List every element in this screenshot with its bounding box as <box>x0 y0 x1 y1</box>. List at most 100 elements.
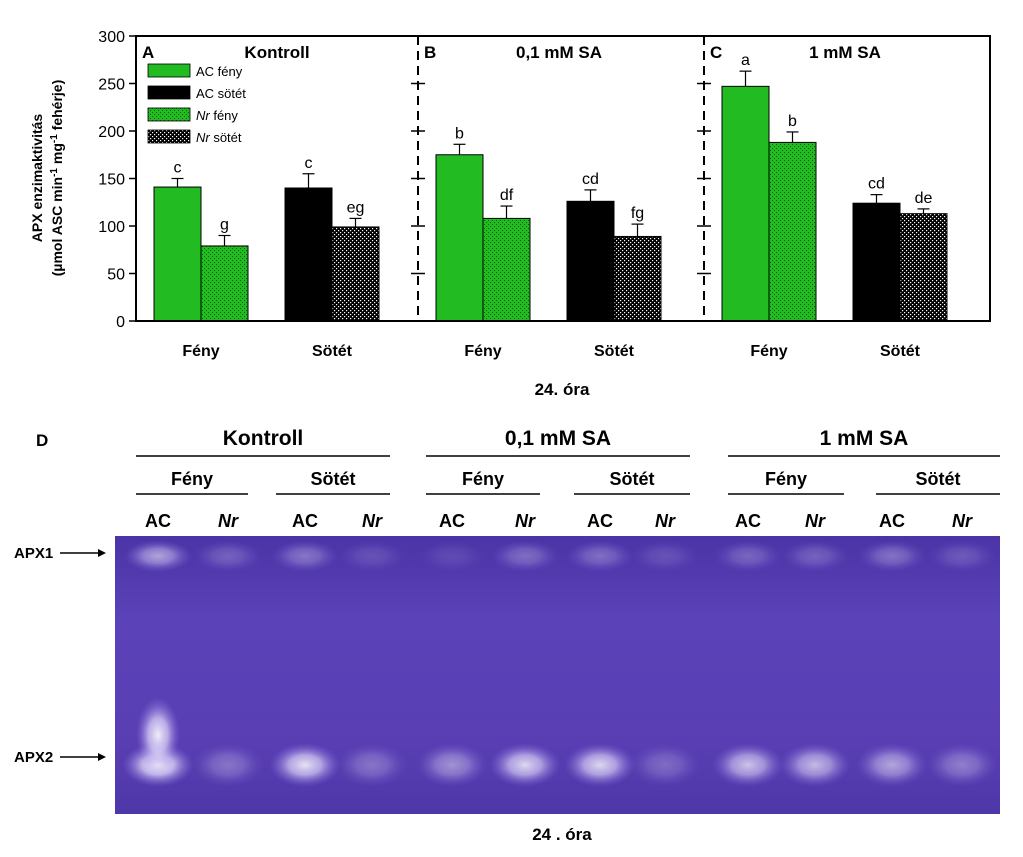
bar-significance-label: cd <box>868 176 885 193</box>
gel-subgroup-title: Sötét <box>916 469 961 489</box>
bar <box>331 226 380 322</box>
apx1-band <box>631 540 699 572</box>
apx1-arrow-icon <box>98 549 106 557</box>
gel-lane-label: Nr <box>218 511 239 531</box>
panel-title: Kontroll <box>244 43 309 62</box>
bar-significance-label: df <box>500 187 514 204</box>
bar <box>153 186 202 322</box>
apx2-arrow-icon <box>98 753 106 761</box>
apx1-band <box>194 540 262 572</box>
gel-lane-label: AC <box>145 511 171 531</box>
gel-lane-label: AC <box>735 511 761 531</box>
apx2-label: APX2 <box>14 749 53 766</box>
bar <box>852 202 901 322</box>
gel-group-title: 0,1 mM SA <box>505 427 611 450</box>
apx2-band <box>629 743 701 787</box>
apx1-band <box>566 540 634 572</box>
gel-image <box>115 536 1000 814</box>
legend-label: AC fény <box>196 64 243 79</box>
apx1-band <box>418 540 486 572</box>
gel-band-labels: APX1 APX2 <box>14 545 106 766</box>
gel-lane-label: AC <box>587 511 613 531</box>
x-category-label: Fény <box>182 343 219 360</box>
legend: AC fény AC sötét Nr fény Nr sötét <box>147 63 246 145</box>
x-category-label: Sötét <box>880 343 921 360</box>
apx2-band <box>779 743 851 787</box>
apx1-band <box>124 540 192 572</box>
bar-significance-label: g <box>220 217 229 234</box>
legend-label: Nr sötét <box>196 130 242 145</box>
gel-subgroup-title: Fény <box>171 469 213 489</box>
legend-swatch <box>147 63 191 78</box>
apx2-band <box>416 743 488 787</box>
y-axis-ticks: 0 50 100 150 200 250 300 <box>98 29 711 331</box>
y-tick-label: 300 <box>98 29 125 46</box>
x-category-label: Sötét <box>312 343 353 360</box>
legend-swatch <box>147 107 191 122</box>
apx1-band <box>781 540 849 572</box>
bar <box>435 154 484 322</box>
y-tick-label: 200 <box>98 124 125 141</box>
bar-significance-label: cd <box>582 171 599 188</box>
y-axis-label-line2: (µmol ASC min-1 mg-1 fehérje) <box>49 80 65 277</box>
apx1-band <box>858 540 926 572</box>
bar <box>284 187 333 322</box>
panel-title: 1 mM SA <box>809 43 881 62</box>
y-tick-label: 100 <box>98 219 125 236</box>
gel-lane-label: Nr <box>952 511 973 531</box>
panel-letter: A <box>142 43 154 62</box>
gel-group-title: Kontroll <box>223 427 303 450</box>
bar <box>613 235 662 322</box>
apx2-band <box>712 743 784 787</box>
legend-swatch <box>147 85 191 100</box>
gel-subgroup-title: Fény <box>462 469 504 489</box>
apx2-band <box>336 743 408 787</box>
y-tick-label: 250 <box>98 77 125 94</box>
bar <box>721 85 770 322</box>
panel-letter: B <box>424 43 436 62</box>
gel-lane-label: AC <box>439 511 465 531</box>
bar <box>200 245 249 322</box>
gel-lane-label: Nr <box>805 511 826 531</box>
gel-subgroup-title: Sötét <box>610 469 655 489</box>
apx1-band <box>338 540 406 572</box>
apx1-band <box>928 540 996 572</box>
gel-lane-label: Nr <box>362 511 383 531</box>
bar <box>566 200 615 322</box>
plot-frame <box>135 35 991 322</box>
y-axis-label-line1: APX enzimaktivitás <box>29 114 45 243</box>
panel-title: 0,1 mM SA <box>516 43 602 62</box>
gel-lane-label: Nr <box>515 511 536 531</box>
bar-panels: A Kontroll c g c eg B 0,1 mM SA b df cd fg C 1 mM SA a… <box>142 43 948 322</box>
gel-lane-label: AC <box>879 511 905 531</box>
bar-significance-label: c <box>174 160 182 177</box>
legend-label: AC sötét <box>196 86 246 101</box>
apx2-band <box>269 743 341 787</box>
x-category-label: Fény <box>750 343 787 360</box>
panel-b: B 0,1 mM SA b df cd fg <box>424 43 662 322</box>
x-category-label: Sötét <box>594 343 635 360</box>
x-category-labels: Fény Sötét Fény Sötét Fény Sötét <box>182 343 920 360</box>
gel-group-title: 1 mM SA <box>820 427 909 450</box>
panel-c: C 1 mM SA a b cd de <box>710 43 948 322</box>
apx2-band <box>564 743 636 787</box>
apx1-band <box>714 540 782 572</box>
bar-significance-label: eg <box>347 199 365 216</box>
apx2-band <box>856 743 928 787</box>
gel-subgroup-title: Fény <box>765 469 807 489</box>
x-axis-label: 24. óra <box>535 380 590 399</box>
bar-significance-label: a <box>741 52 750 69</box>
gel-panel-letter: D <box>36 431 48 450</box>
y-tick-label: 0 <box>116 314 125 331</box>
apx1-band <box>271 540 339 572</box>
panel-letter: C <box>710 43 722 62</box>
y-axis-label: APX enzimaktivitás (µmol ASC min-1 mg-1 … <box>29 80 65 277</box>
apx2-band <box>489 743 561 787</box>
apx1-label: APX1 <box>14 545 53 562</box>
x-category-label: Fény <box>464 343 501 360</box>
bar-significance-label: b <box>455 125 464 142</box>
bar-significance-label: fg <box>631 205 644 222</box>
apx2-band <box>192 743 264 787</box>
bar-significance-label: c <box>305 155 313 172</box>
